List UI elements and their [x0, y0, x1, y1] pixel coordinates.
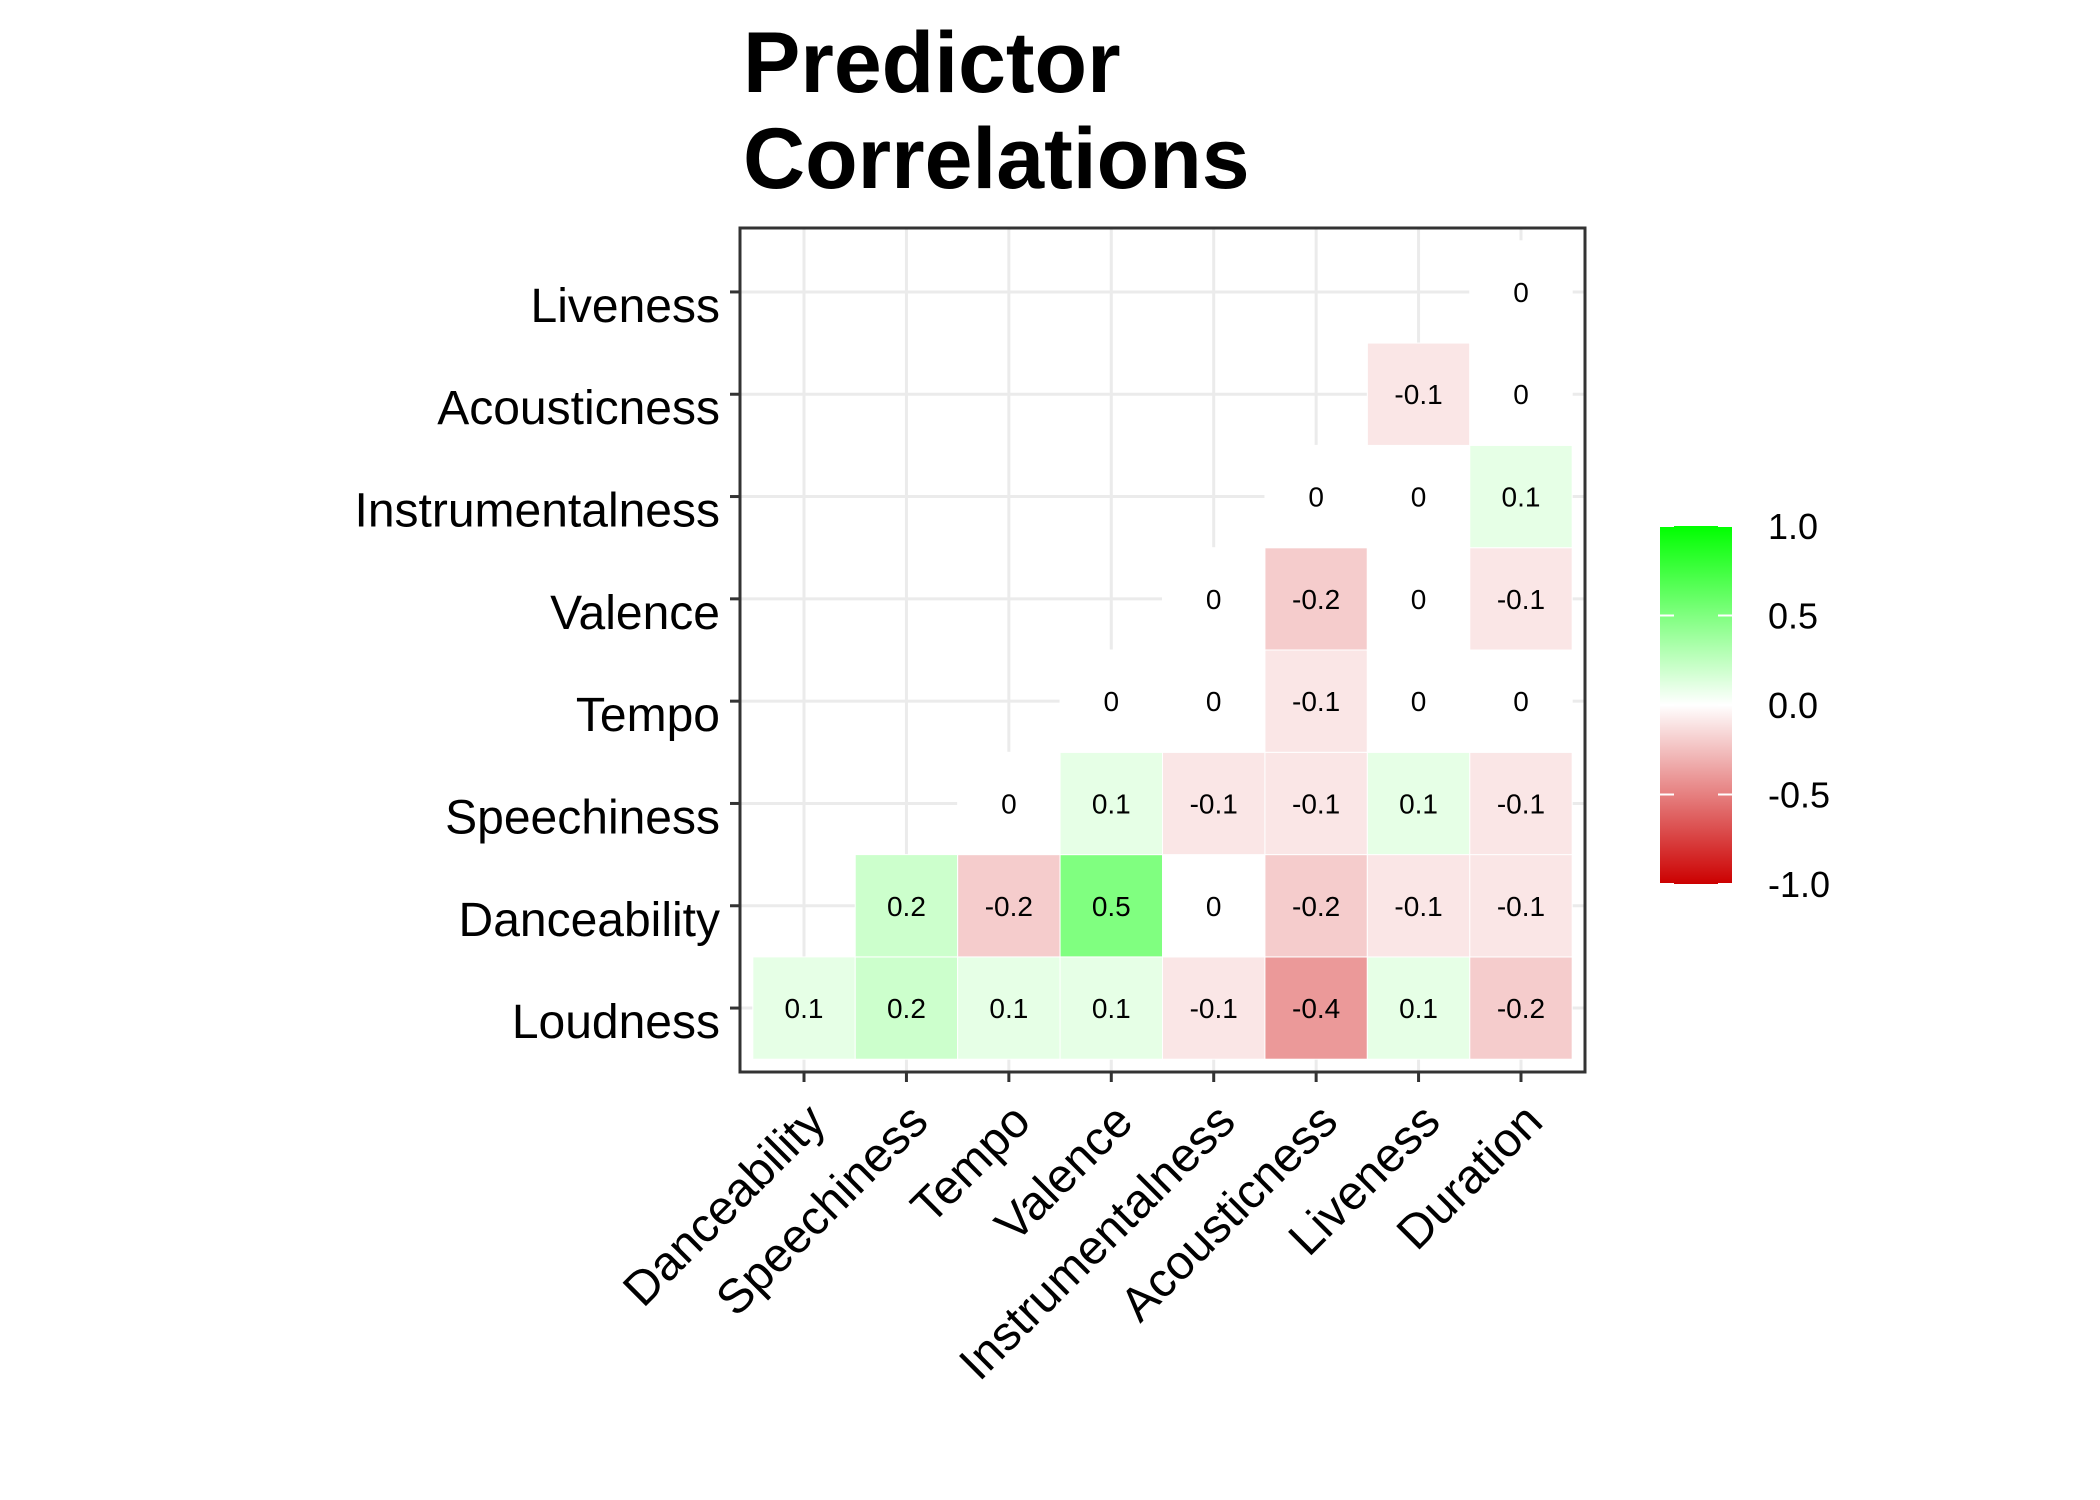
heatmap-cell: [957, 751, 1061, 856]
heatmap-cell: [1469, 649, 1573, 753]
cell-value-label: 0: [1411, 686, 1427, 717]
cell-value-label: 0: [1206, 584, 1222, 615]
heatmap-cell: [957, 854, 1061, 958]
cell-value-label: 0.2: [887, 891, 926, 922]
cell-value-label: 0.5: [1092, 891, 1131, 922]
cell-value-label: 0.1: [785, 993, 824, 1024]
y-tick-label: Instrumentalness: [354, 485, 720, 538]
chart-title-line: Predictor: [743, 15, 1121, 111]
cell-value-label: -0.2: [985, 891, 1033, 922]
heatmap-cell: [1469, 342, 1573, 446]
color-legend: 1.0 0.5 0.0 -0.5 -1.0: [1660, 506, 1830, 905]
heatmap-cell: [1469, 547, 1573, 651]
panel-border: [738, 226, 1587, 1074]
cell-value-label: -0.4: [1292, 993, 1340, 1024]
cell-value-label: 0: [1206, 686, 1222, 717]
heatmap-cell: [1366, 956, 1471, 1060]
cell-value-label: 0: [1411, 584, 1427, 615]
y-tick-label: Acousticness: [437, 382, 720, 435]
cell-value-label: -0.1: [1394, 891, 1442, 922]
cell-value-label: -0.1: [1497, 891, 1545, 922]
cell-value-label: -0.1: [1292, 686, 1340, 717]
cell-value-label: 0: [1513, 277, 1529, 308]
cell-value-label: -0.2: [1497, 993, 1545, 1024]
legend-break-label: 0.0: [1768, 685, 1818, 726]
cell-value-label: 0: [1001, 788, 1017, 819]
heatmap-cell: [957, 956, 1061, 1060]
cell-value-label: -0.1: [1497, 788, 1545, 819]
y-tick-label: Valence: [550, 587, 720, 640]
cell-value-label: -0.1: [1394, 379, 1442, 410]
heatmap-cell: [1366, 751, 1471, 856]
cell-value-label: -0.1: [1292, 788, 1340, 819]
heatmap-cell: [1162, 956, 1266, 1060]
heatmap-cell: [1162, 854, 1266, 958]
cell-value-label: 0: [1206, 891, 1222, 922]
heatmap-cell: [1162, 547, 1266, 651]
heatmap-cell: [1366, 342, 1471, 446]
cell-value-label: -0.1: [1497, 584, 1545, 615]
cell-value-label: 0: [1103, 686, 1119, 717]
cell-value-label: -0.1: [1190, 993, 1238, 1024]
heatmap-cell: [1366, 854, 1471, 958]
heatmap-cell: [1162, 649, 1266, 753]
heatmap-cell: [1059, 854, 1164, 958]
heatmap-cell: [1162, 751, 1266, 856]
cell-value-label: 0.1: [1092, 993, 1131, 1024]
heatmap-cell: [752, 956, 856, 1060]
heatmap-cell: [1469, 854, 1573, 958]
cell-value-label: 0.2: [887, 993, 926, 1024]
cell-value-label: 0: [1513, 379, 1529, 410]
cell-value-label: -0.2: [1292, 891, 1340, 922]
legend-break-label: 1.0: [1768, 506, 1818, 547]
cell-value-label: -0.1: [1190, 788, 1238, 819]
heatmap-cell: [854, 956, 959, 1060]
heatmap-cell: [1366, 444, 1471, 549]
heatmap-cell: [854, 854, 959, 958]
heatmap-cell: [1469, 751, 1573, 856]
heatmap-cell: [1059, 649, 1164, 753]
heatmap-cell: [1264, 956, 1368, 1060]
heatmap-cell: [1059, 751, 1164, 856]
legend-break-label: -0.5: [1768, 775, 1830, 816]
cell-value-label: 0.1: [1092, 788, 1131, 819]
cell-value-label: 0: [1308, 482, 1324, 513]
y-tick-label: Liveness: [531, 280, 720, 333]
heatmap-cell: [1366, 649, 1471, 753]
y-tick-label: Loudness: [512, 996, 720, 1049]
y-tick-label: Tempo: [576, 689, 720, 742]
cell-value-label: 0.1: [1399, 788, 1438, 819]
legend-break-label: 0.5: [1768, 596, 1818, 637]
cell-value-label: 0.1: [1399, 993, 1438, 1024]
chart-title-line: Correlations: [743, 111, 1250, 207]
cell-value-label: 0.1: [989, 993, 1028, 1024]
cell-value-label: 0.1: [1502, 482, 1541, 513]
heatmap-cell: [1469, 444, 1573, 549]
y-axis: Loudness Danceability Speechiness Tempo Vale…: [354, 280, 740, 1049]
heatmap-cell: [1366, 547, 1471, 651]
heatmap-cell: [1469, 956, 1573, 1060]
cell-value-label: -0.2: [1292, 584, 1340, 615]
cell-value-label: 0: [1513, 686, 1529, 717]
y-tick-label: Speechiness: [445, 791, 720, 844]
plot-panel: 0.1 0.2 0.1 0.1 -0.1 -0.4 0.1 -0.2 0.2 -0.2 0.5 0 -0…: [738, 226, 1587, 1074]
cell-value-label: 0: [1411, 482, 1427, 513]
heatmap-cell: [1469, 240, 1573, 344]
legend-break-label: -1.0: [1768, 864, 1830, 905]
y-tick-label: Danceability: [459, 894, 720, 947]
